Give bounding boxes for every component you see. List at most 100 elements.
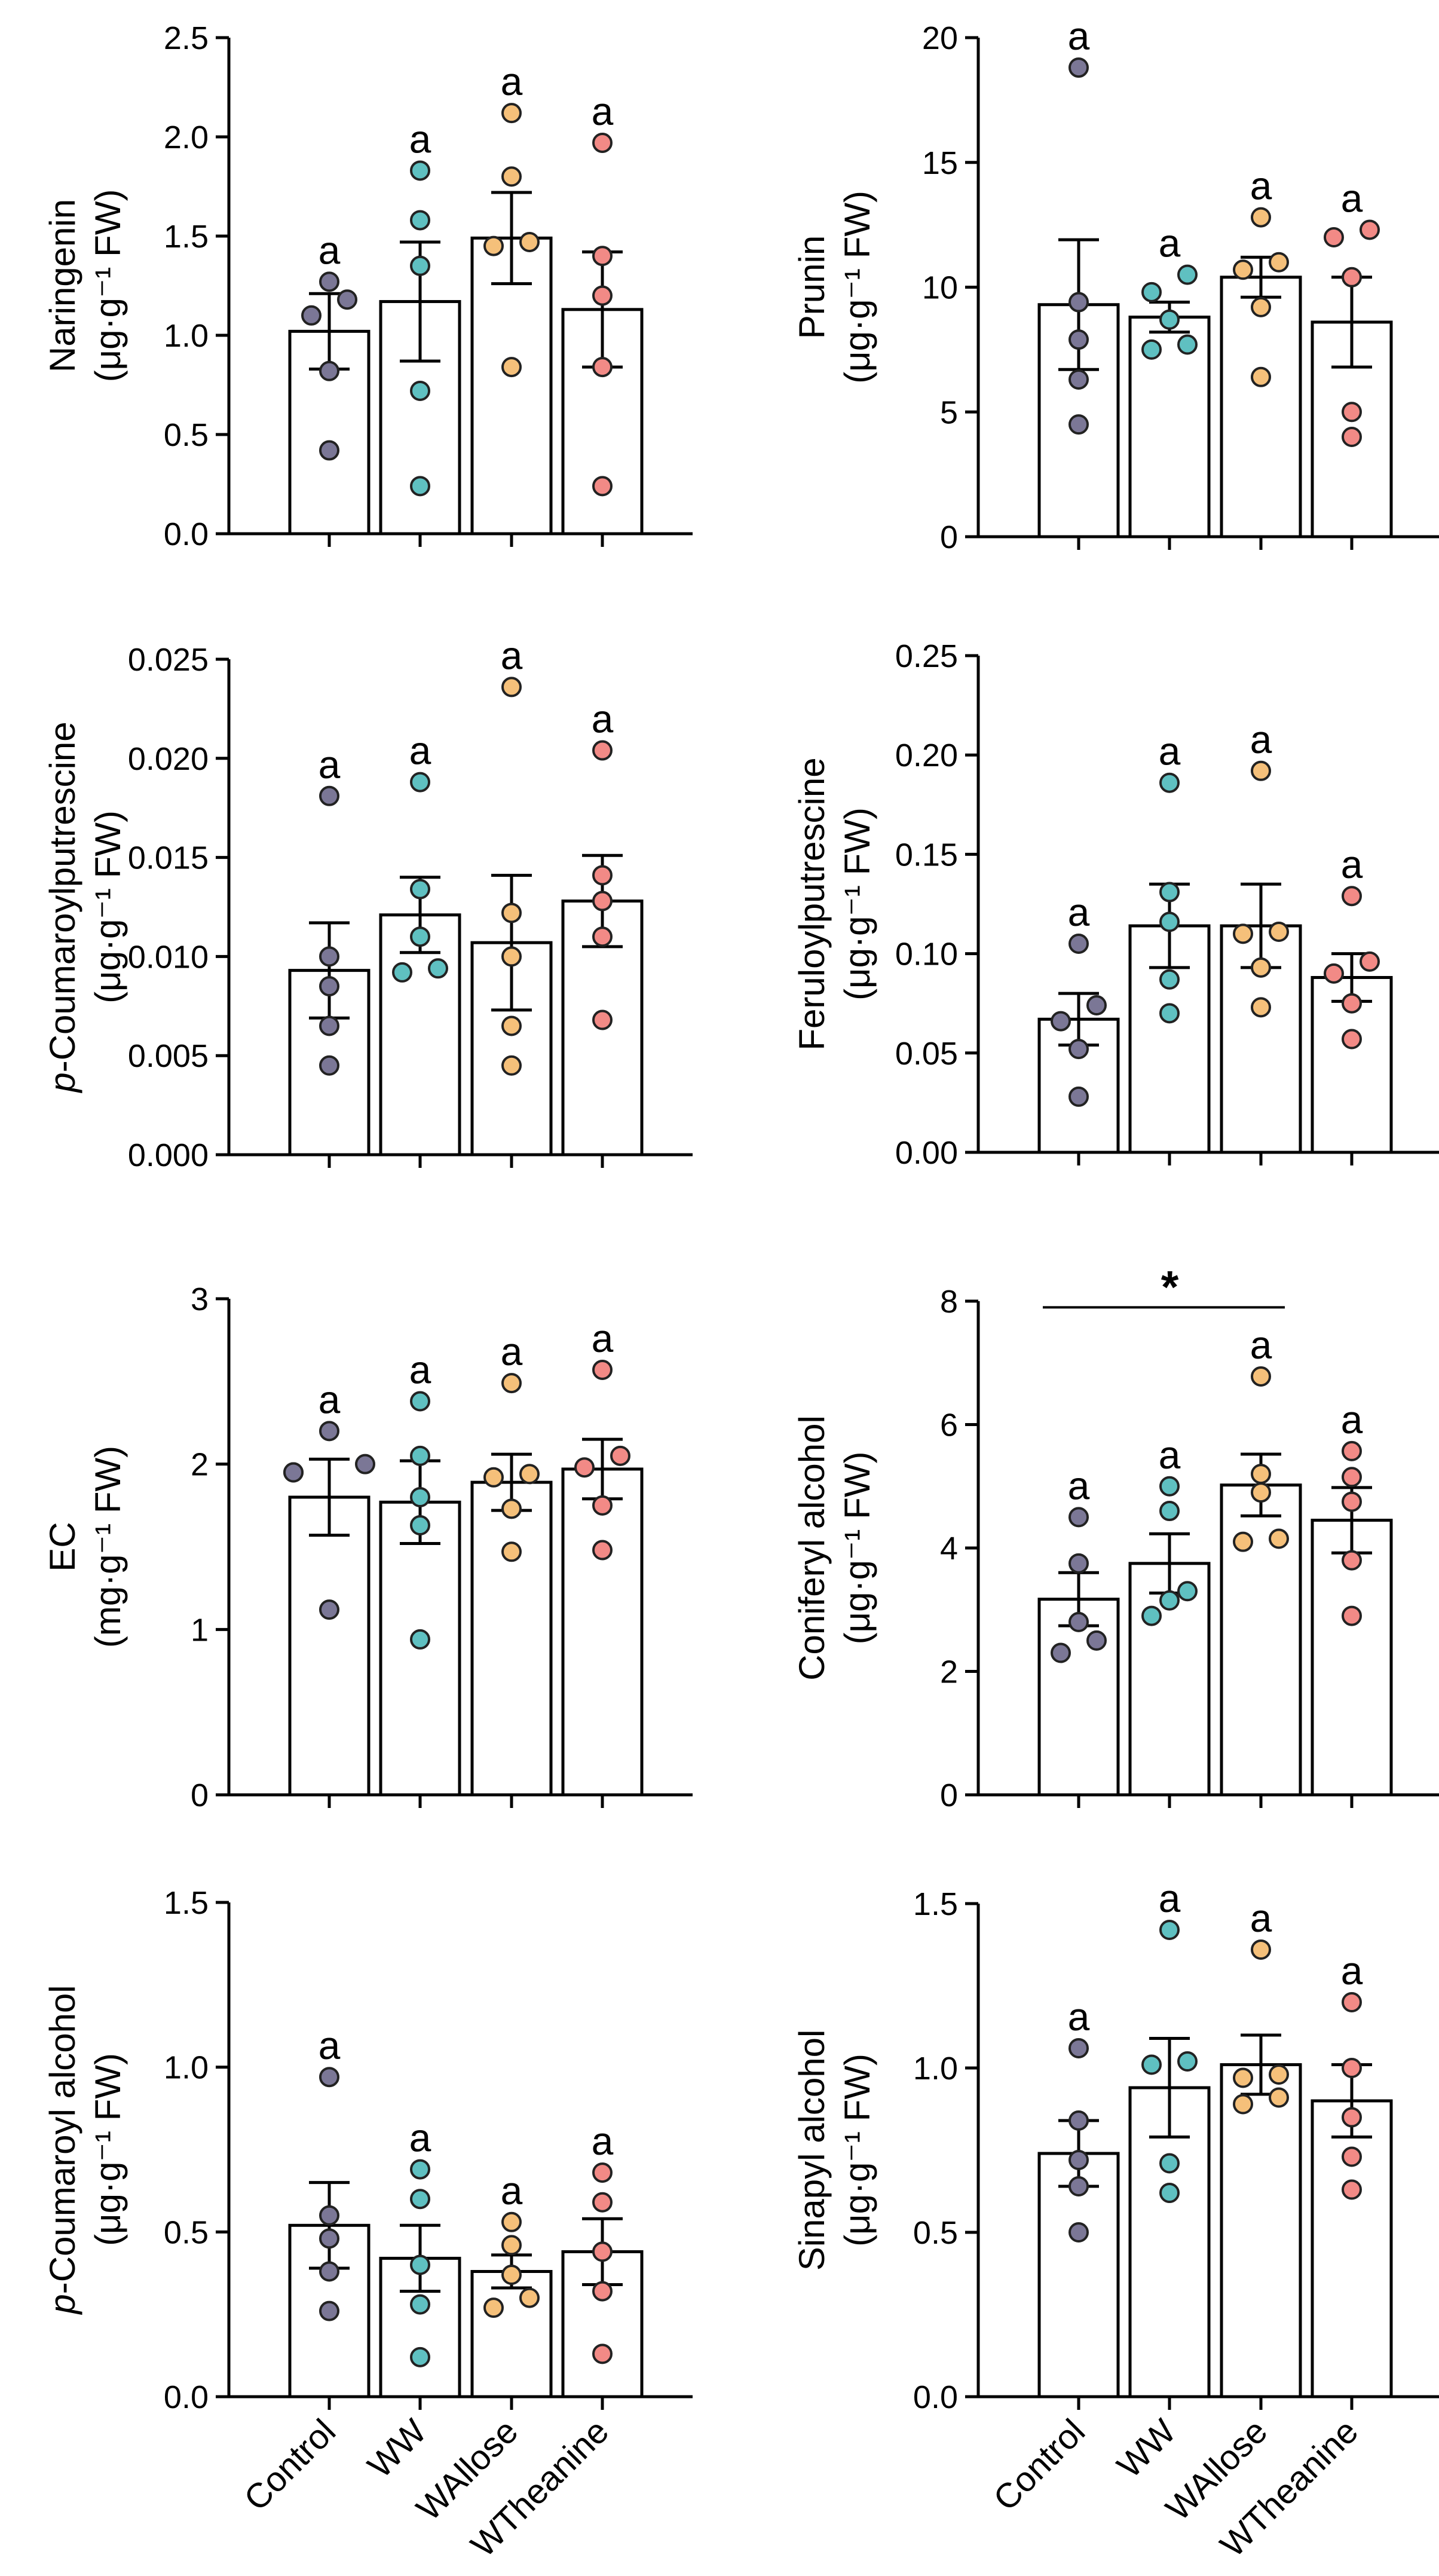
data-point bbox=[319, 946, 339, 967]
data-point bbox=[410, 1487, 430, 1507]
data-point bbox=[1251, 1482, 1271, 1503]
significance-letter: a bbox=[501, 1329, 523, 1373]
y-tick-label: 8 bbox=[940, 1284, 958, 1320]
y-axis-label-line2: (μg·g⁻¹ FW) bbox=[88, 810, 128, 1004]
significance-letter: a bbox=[1159, 1433, 1181, 1477]
data-point bbox=[410, 255, 430, 276]
panel-bottom-right: 0.0 0.5 1.0 1.5 Sinapyl alcohol (μg·g⁻¹ FW) a a… bbox=[792, 1876, 1439, 2565]
data-point bbox=[1342, 1550, 1362, 1571]
data-point bbox=[501, 2211, 522, 2232]
y-tick-label: 0.000 bbox=[128, 1137, 209, 1173]
data-point bbox=[319, 1421, 339, 1442]
data-point bbox=[1051, 1011, 1071, 1032]
x-tick-label: WW bbox=[1110, 2412, 1184, 2486]
data-point bbox=[1141, 1605, 1162, 1626]
data-point bbox=[1342, 1467, 1362, 1488]
significance-letter: a bbox=[592, 89, 614, 133]
data-point bbox=[501, 103, 522, 124]
data-point bbox=[1068, 1507, 1089, 1528]
data-point bbox=[1159, 969, 1180, 990]
y-tick-label: 2.5 bbox=[164, 20, 209, 56]
data-point bbox=[592, 2281, 613, 2302]
data-point bbox=[319, 1599, 339, 1620]
data-point bbox=[501, 1498, 522, 1519]
data-point bbox=[410, 160, 430, 181]
y-axis-label-line2: (μg·g⁻¹ FW) bbox=[837, 807, 877, 1001]
data-point bbox=[592, 865, 613, 886]
significance-letter: a bbox=[319, 1377, 341, 1421]
data-point bbox=[319, 2261, 339, 2282]
y-tick-label: 0.25 bbox=[895, 638, 958, 674]
significance-letter: a bbox=[1250, 1896, 1272, 1940]
data-point bbox=[283, 1462, 304, 1483]
y-axis-label-line1: Sinapyl alcohol bbox=[792, 2030, 832, 2271]
data-point bbox=[1342, 886, 1362, 907]
data-point bbox=[1233, 259, 1253, 280]
significance-letter: a bbox=[592, 1316, 614, 1360]
significance-letter: a bbox=[501, 633, 523, 677]
data-point bbox=[1324, 227, 1344, 247]
data-point bbox=[1141, 2054, 1162, 2075]
significance-letter: a bbox=[501, 2168, 523, 2213]
data-point bbox=[592, 1009, 613, 1030]
data-point bbox=[1177, 2051, 1198, 2072]
data-point bbox=[501, 357, 522, 378]
data-point bbox=[1068, 1039, 1089, 1060]
bar-ww bbox=[1128, 2086, 1211, 2398]
data-point bbox=[410, 926, 430, 947]
y-axis-label-line1: Naringenin bbox=[42, 199, 82, 372]
significance-letter: a bbox=[409, 2116, 431, 2160]
data-point bbox=[592, 926, 613, 947]
y-tick-label: 0.0 bbox=[913, 2379, 958, 2415]
y-tick-label: 0.5 bbox=[164, 2214, 209, 2250]
y-axis-label-line2: (mg·g⁻¹ FW) bbox=[88, 1446, 128, 1648]
data-point bbox=[501, 2265, 522, 2286]
significance-letter: a bbox=[1341, 1397, 1363, 1442]
y-axis-label-text: -Coumaroylputrescine bbox=[42, 721, 82, 1072]
data-point bbox=[319, 440, 339, 461]
data-point bbox=[592, 357, 613, 378]
data-point bbox=[592, 891, 613, 911]
y-axis-label-line1: Prunin bbox=[792, 235, 832, 339]
data-point bbox=[501, 902, 522, 923]
data-point bbox=[501, 946, 522, 967]
y-tick-label: 0.5 bbox=[164, 417, 209, 453]
y-axis-label-italic: p bbox=[42, 2294, 82, 2315]
data-point bbox=[519, 231, 540, 252]
data-point bbox=[592, 2241, 613, 2262]
y-tick-label: 0.010 bbox=[128, 939, 209, 975]
data-point bbox=[1342, 1440, 1362, 1461]
data-point bbox=[501, 1015, 522, 1036]
y-tick-label: 6 bbox=[940, 1408, 958, 1443]
y-tick-label: 0.20 bbox=[895, 738, 958, 773]
data-point bbox=[1068, 1086, 1089, 1107]
y-tick-label: 0.025 bbox=[128, 642, 209, 678]
data-point bbox=[1251, 366, 1271, 387]
data-point bbox=[392, 962, 412, 983]
y-tick-label: 1.0 bbox=[913, 2051, 958, 2087]
y-axis-label-line2: (μg·g⁻¹ FW) bbox=[837, 191, 877, 384]
data-point bbox=[319, 2300, 339, 2321]
data-point bbox=[319, 976, 339, 997]
data-point bbox=[1342, 402, 1362, 423]
panel-row3-right: 0 2 4 6 8 Coniferyl alcohol (μg·g⁻¹ FW) a a a a * bbox=[792, 1262, 1439, 1813]
data-point bbox=[410, 2189, 430, 2210]
data-point bbox=[1051, 1642, 1071, 1663]
data-point bbox=[1251, 296, 1271, 317]
panel-top-right: 0 5 10 15 20 Prunin (μg·g⁻¹ FW) a a a a bbox=[792, 14, 1439, 555]
y-tick-label: 1.0 bbox=[164, 2050, 209, 2086]
y-tick-label: 1 bbox=[191, 1612, 209, 1648]
data-point bbox=[410, 1629, 430, 1650]
significance-letter: a bbox=[319, 2023, 341, 2067]
panel-bottom-left: 0.0 0.5 1.0 1.5 p-Coumaroyl alcohol (μg·g⁻¹ F… bbox=[42, 1885, 693, 2565]
data-point bbox=[1159, 1501, 1180, 1522]
y-tick-label: 10 bbox=[922, 270, 958, 306]
data-point bbox=[1141, 282, 1162, 302]
bar-wallose bbox=[1220, 276, 1302, 539]
data-point bbox=[592, 1540, 613, 1561]
y-tick-label: 4 bbox=[940, 1531, 958, 1567]
y-tick-label: 0.5 bbox=[913, 2215, 958, 2251]
y-axis-label-line1: EC bbox=[42, 1522, 82, 1571]
y-axis-label-italic: p bbox=[42, 1072, 82, 1093]
